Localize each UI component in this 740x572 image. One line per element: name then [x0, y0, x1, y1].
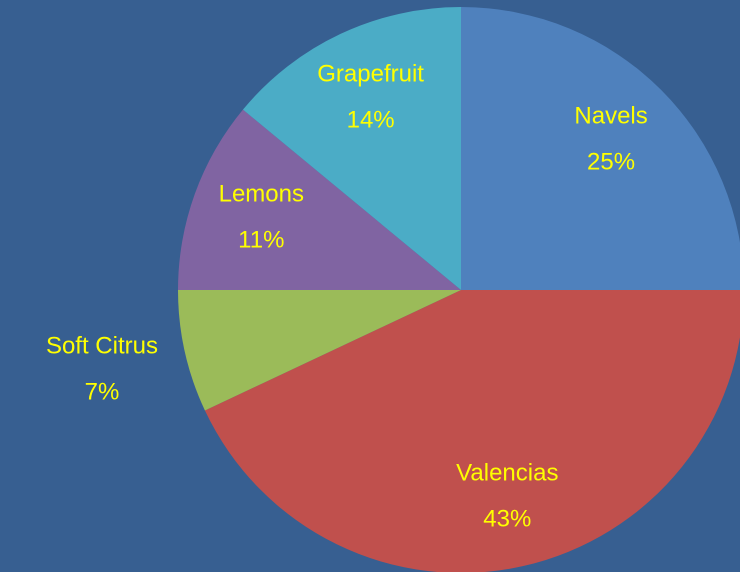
pie-slice [242, 7, 461, 290]
slice-label: Lemons [219, 180, 304, 207]
pie-slice [204, 290, 740, 572]
slice-label: Navels [574, 102, 647, 129]
slice-value-label: 7% [85, 379, 120, 406]
pie-slice [178, 109, 461, 290]
slice-value-label: 43% [483, 505, 531, 532]
pie-slice [461, 7, 740, 290]
slice-label: Valencias [456, 459, 558, 486]
slice-label: Grapefruit [317, 60, 424, 87]
slice-value-label: 11% [238, 226, 284, 253]
slice-label: Soft Citrus [46, 333, 158, 360]
slice-value-label: 25% [587, 148, 635, 175]
slice-value-label: 14% [347, 106, 395, 133]
pie-slice [178, 290, 461, 411]
